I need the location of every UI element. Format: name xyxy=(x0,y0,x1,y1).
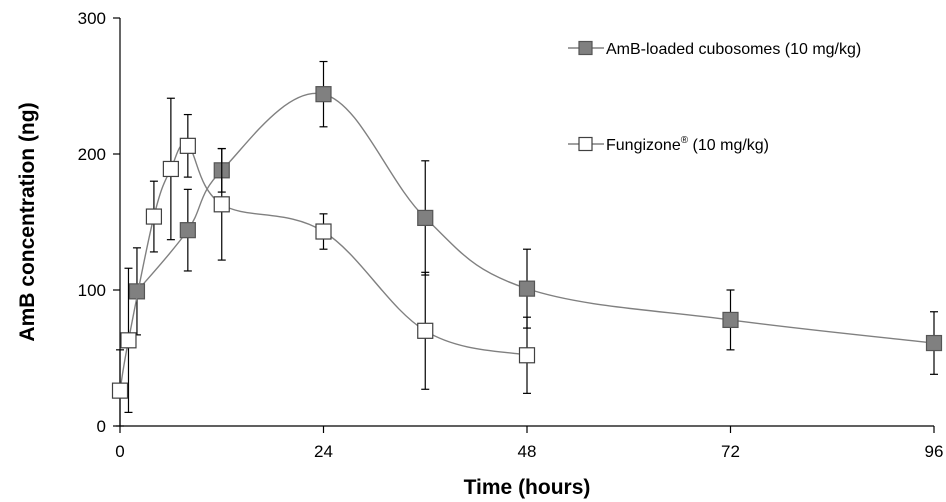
data-point-filled-square xyxy=(722,311,739,329)
legend-marker-filled-square xyxy=(578,40,593,56)
data-point-open-square xyxy=(518,347,536,364)
x-tick-label: 96 xyxy=(925,442,944,461)
data-point-open-square xyxy=(179,137,196,154)
y-tick-label: 300 xyxy=(78,9,106,28)
data-point-filled-square xyxy=(925,334,943,352)
series-line xyxy=(119,143,528,391)
y-axis-ticks: 0 100 200 300 xyxy=(78,9,120,436)
legend-label-main: Fungizone xyxy=(606,137,681,154)
y-tick-label: 100 xyxy=(78,281,106,300)
legend-marker-open-square xyxy=(578,136,593,152)
data-point-filled-square xyxy=(315,86,332,103)
series-fungizone xyxy=(111,97,536,427)
series-layer xyxy=(111,60,943,427)
series-cubosomes xyxy=(128,60,943,375)
data-point-filled-square xyxy=(417,209,434,227)
legend-label: Fungizone® (10 mg/kg) xyxy=(606,135,769,154)
data-point-open-square xyxy=(120,332,137,349)
x-tick-label: 72 xyxy=(721,442,740,461)
series-line xyxy=(136,92,935,344)
x-tick-label: 0 xyxy=(115,442,124,461)
data-point-open-square xyxy=(111,382,129,399)
data-point-open-square xyxy=(145,208,163,225)
data-point-filled-square xyxy=(518,280,536,297)
y-tick-label: 200 xyxy=(78,145,106,164)
x-tick-label: 48 xyxy=(518,442,537,461)
data-point-open-square xyxy=(162,160,179,178)
x-axis-title: Time (hours) xyxy=(464,476,591,499)
data-point-open-square xyxy=(315,223,332,240)
registered-mark: ® xyxy=(681,135,689,146)
x-tick-label: 24 xyxy=(314,442,333,461)
legend-label: AmB-loaded cubosomes (10 mg/kg) xyxy=(606,41,861,58)
legend-item-cubosomes: AmB-loaded cubosomes (10 mg/kg) xyxy=(568,40,861,58)
legend-item-fungizone: Fungizone® (10 mg/kg) xyxy=(568,135,769,154)
x-axis-ticks: 0 24 48 72 96 xyxy=(115,426,943,461)
y-axis-title: AmB concentration (ng) xyxy=(16,102,39,341)
data-point-open-square xyxy=(213,196,230,213)
legend-label-rest: (10 mg/kg) xyxy=(688,137,769,154)
data-point-filled-square xyxy=(179,222,196,239)
legend: AmB-loaded cubosomes (10 mg/kg) Fungizon… xyxy=(568,40,861,154)
y-tick-label: 0 xyxy=(97,417,106,436)
data-point-open-square xyxy=(417,322,434,339)
